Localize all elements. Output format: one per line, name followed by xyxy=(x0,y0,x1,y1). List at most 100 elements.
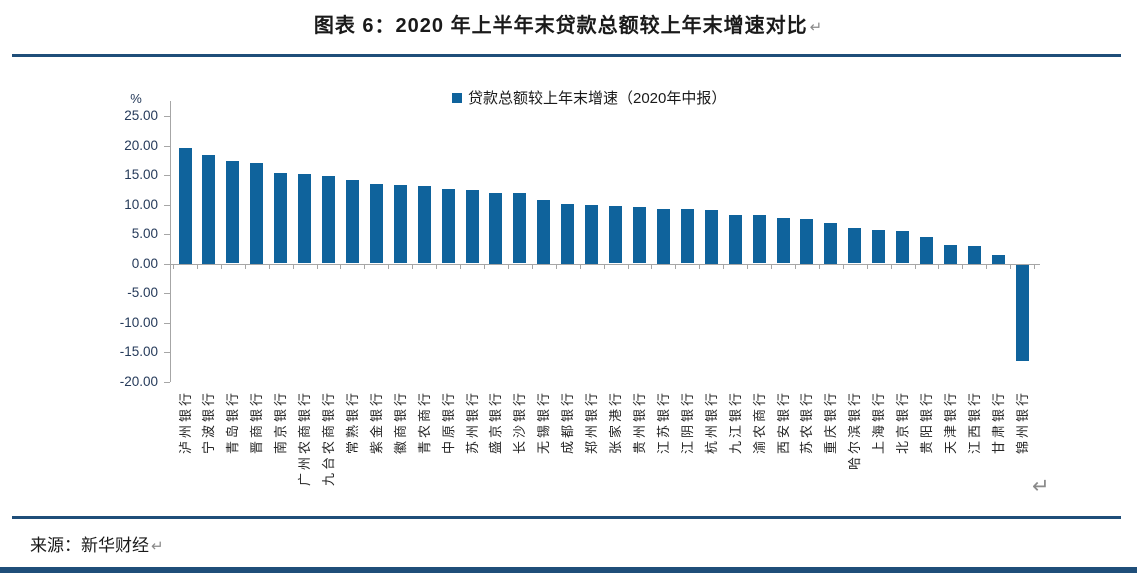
category-label: 郑州银行 xyxy=(584,390,599,455)
category-label: 江西银行 xyxy=(967,390,982,455)
x-tick-mark xyxy=(364,265,365,269)
bar xyxy=(705,209,718,264)
x-tick-mark xyxy=(747,265,748,269)
source-note: 来源：新华财经 ↵ xyxy=(30,531,164,556)
category-label: 九台农商银行 xyxy=(321,390,336,487)
x-tick-mark xyxy=(508,265,509,269)
bar xyxy=(1016,264,1029,361)
bar xyxy=(848,228,861,264)
y-tick-label: -20.00 xyxy=(119,373,158,389)
bar xyxy=(753,215,766,264)
category-label: 广州农商银行 xyxy=(297,390,312,487)
x-tick-mark xyxy=(604,265,605,269)
bar xyxy=(346,180,359,264)
x-tick-mark xyxy=(962,265,963,269)
y-tick-mark xyxy=(164,264,170,265)
x-tick-mark xyxy=(388,265,389,269)
bar xyxy=(442,189,455,264)
bar xyxy=(298,174,311,264)
category-label: 贵阳银行 xyxy=(919,390,934,455)
paragraph-return-icon: ↵ xyxy=(809,19,824,36)
x-tick-mark xyxy=(269,265,270,269)
category-label: 盛京银行 xyxy=(488,390,503,455)
bar xyxy=(729,214,742,264)
x-tick-mark xyxy=(843,265,844,269)
y-tick-mark xyxy=(164,234,170,235)
x-tick-mark xyxy=(436,265,437,269)
y-tick-mark xyxy=(164,323,170,324)
bar xyxy=(418,186,431,264)
x-tick-mark xyxy=(245,265,246,269)
bar xyxy=(202,154,215,264)
bar xyxy=(657,208,670,264)
x-axis-line xyxy=(165,264,1040,265)
chart-title: 图表 6：2020 年上半年末贷款总额较上年末增速对比 ↵ xyxy=(0,9,1137,38)
category-label: 泸州银行 xyxy=(178,390,193,455)
category-label: 天津银行 xyxy=(943,390,958,455)
y-tick-label: 5.00 xyxy=(131,226,158,241)
y-tick-label: -15.00 xyxy=(119,344,158,359)
x-tick-mark xyxy=(484,265,485,269)
category-label: 甘肃银行 xyxy=(991,390,1006,455)
x-tick-mark xyxy=(580,265,581,269)
category-label: 杭州银行 xyxy=(704,390,719,455)
x-tick-mark xyxy=(221,265,222,269)
category-label: 南京银行 xyxy=(273,390,288,455)
bar xyxy=(274,173,287,264)
x-tick-mark xyxy=(317,265,318,269)
y-tick-label: 20.00 xyxy=(124,137,158,153)
bar xyxy=(513,193,526,264)
paragraph-return-icon: ↵ xyxy=(1032,475,1050,498)
y-tick-mark xyxy=(164,293,170,294)
category-label: 常熟银行 xyxy=(345,390,360,455)
bar xyxy=(777,218,790,264)
x-tick-mark xyxy=(723,265,724,269)
y-tick-mark xyxy=(164,382,170,383)
footer-divider-line xyxy=(12,516,1121,519)
x-tick-mark xyxy=(795,265,796,269)
x-tick-mark xyxy=(532,265,533,269)
x-tick-mark xyxy=(771,265,772,269)
bar xyxy=(944,244,957,264)
bar xyxy=(920,236,933,264)
category-label: 江苏银行 xyxy=(656,390,671,455)
paragraph-return-icon: ↵ xyxy=(151,539,164,555)
legend-swatch-icon xyxy=(452,92,462,103)
bar xyxy=(800,218,813,264)
bar xyxy=(681,209,694,264)
category-label: 贵州银行 xyxy=(632,390,647,455)
x-tick-mark xyxy=(699,265,700,269)
bar xyxy=(537,199,550,264)
y-tick-label: 10.00 xyxy=(124,196,158,212)
legend-label: 贷款总额较上年末增速（2020年中报） xyxy=(468,90,727,107)
page-bottom-border xyxy=(0,567,1137,573)
x-tick-mark xyxy=(1034,265,1035,269)
title-divider-line xyxy=(12,54,1121,57)
category-label: 渝农商行 xyxy=(752,390,767,455)
x-tick-mark xyxy=(651,265,652,269)
bar xyxy=(585,204,598,264)
x-tick-mark xyxy=(412,265,413,269)
x-tick-mark xyxy=(293,265,294,269)
category-label: 张家港行 xyxy=(608,390,623,455)
category-label: 无锡银行 xyxy=(536,390,551,455)
category-label: 北京银行 xyxy=(895,390,910,455)
y-tick-mark xyxy=(164,175,170,176)
x-tick-mark xyxy=(340,265,341,269)
y-tick-label: 15.00 xyxy=(124,167,158,182)
bar xyxy=(394,185,407,264)
bar xyxy=(968,245,981,264)
category-label: 锦州银行 xyxy=(1015,390,1030,455)
y-tick-label: -10.00 xyxy=(119,314,158,330)
bar xyxy=(250,162,263,264)
y-tick-mark xyxy=(164,146,170,147)
x-tick-mark xyxy=(556,265,557,269)
y-tick-label: 25.00 xyxy=(124,108,158,123)
category-label: 哈尔滨银行 xyxy=(847,390,862,471)
y-tick-mark xyxy=(164,116,170,117)
category-label: 晋商银行 xyxy=(249,390,264,455)
x-tick-mark xyxy=(197,265,198,269)
category-label: 徽商银行 xyxy=(393,390,408,455)
category-label: 上海银行 xyxy=(871,390,886,455)
